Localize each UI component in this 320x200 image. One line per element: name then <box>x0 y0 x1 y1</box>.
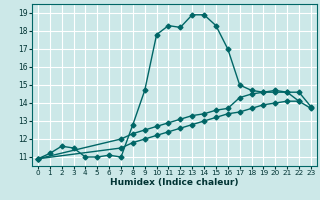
X-axis label: Humidex (Indice chaleur): Humidex (Indice chaleur) <box>110 178 239 187</box>
